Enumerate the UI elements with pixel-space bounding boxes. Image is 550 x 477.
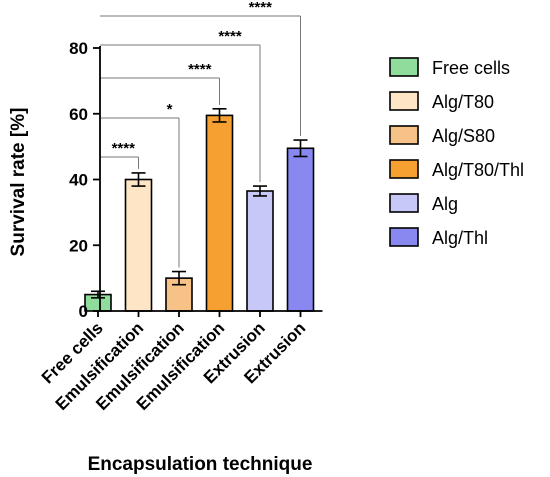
legend-item-2: Alg/T80 [389,91,494,112]
significance-label-1: **** [112,140,136,157]
error-bar-4 [212,108,227,123]
significance-bracket-1 [100,156,139,169]
error-bar-2 [131,172,146,187]
legend-swatch [389,193,419,213]
legend-item-6: Alg/Thl [389,227,488,248]
legend-item-5: Alg [389,193,458,214]
legend-label: Alg/T80/Thl [432,160,524,180]
legend-label: Alg/Thl [432,228,488,248]
significance-label-5: **** [249,0,273,16]
y-tick-label: 60 [69,105,88,124]
y-tick-label: 20 [69,236,88,255]
error-bar-6 [293,139,308,158]
bar-5 [246,190,274,312]
legend-swatch [389,125,419,145]
significance-label-2: * [167,101,173,118]
error-bar-3 [172,270,186,286]
significance-bracket-3 [100,77,220,105]
x-axis-title: Encapsulation technique [88,454,313,475]
y-tick-label: 0 [79,302,88,321]
bar-4 [205,114,234,312]
bar-2 [124,178,153,312]
legend-label: Alg/T80 [432,92,494,112]
significance-label-4: **** [218,28,242,45]
legend-label: Free cells [432,58,510,78]
y-tick-label: 80 [69,39,88,58]
legend-label: Alg [432,194,458,214]
bar-6 [286,147,315,312]
legend-swatch [389,91,419,111]
y-tick-label: 40 [69,171,88,190]
error-bar-5 [253,185,267,197]
legend-label: Alg/S80 [432,126,495,146]
legend-swatch [389,159,419,179]
legend-item-1: Free cells [389,57,510,78]
legend-swatch [389,227,419,247]
y-axis-title: Survival rate [%] [8,108,29,257]
significance-bracket-5 [100,15,301,137]
significance-label-3: **** [188,61,212,78]
error-bar-1 [91,290,105,299]
legend-item-3: Alg/S80 [389,125,495,146]
legend-swatch [389,57,419,77]
significance-bracket-2 [100,117,180,268]
legend-item-4: Alg/T80/Thl [389,159,524,180]
significance-bracket-4 [100,44,261,183]
